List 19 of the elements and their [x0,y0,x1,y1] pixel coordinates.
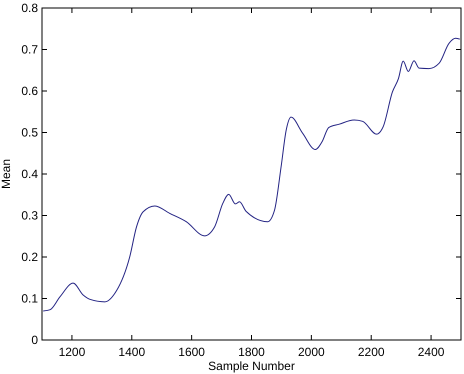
y-tick-label: 0.1 [21,292,38,306]
y-tick-label: 0.4 [21,167,38,181]
y-tick-label: 0.5 [21,126,38,140]
y-tick-label: 0.2 [21,250,38,264]
x-tick-label: 2000 [298,345,326,359]
y-tick-label: 0.3 [21,208,38,222]
y-tick-label: 0.7 [21,42,38,56]
x-tick-label: 1800 [238,345,266,359]
y-tick-label: 0.6 [21,84,38,98]
x-tick-label: 2400 [418,345,445,359]
x-tick-label: 1200 [58,345,86,359]
x-axis-title: Sample Number [208,359,295,373]
x-tick-label: 1600 [178,345,206,359]
y-axis-title: Mean [0,158,13,190]
y-tick-label: 0.8 [21,1,38,15]
y-tick-label: 0 [31,333,38,347]
x-tick-label: 1400 [118,345,146,359]
x-tick-label: 2200 [358,345,385,359]
line-series [42,38,460,312]
